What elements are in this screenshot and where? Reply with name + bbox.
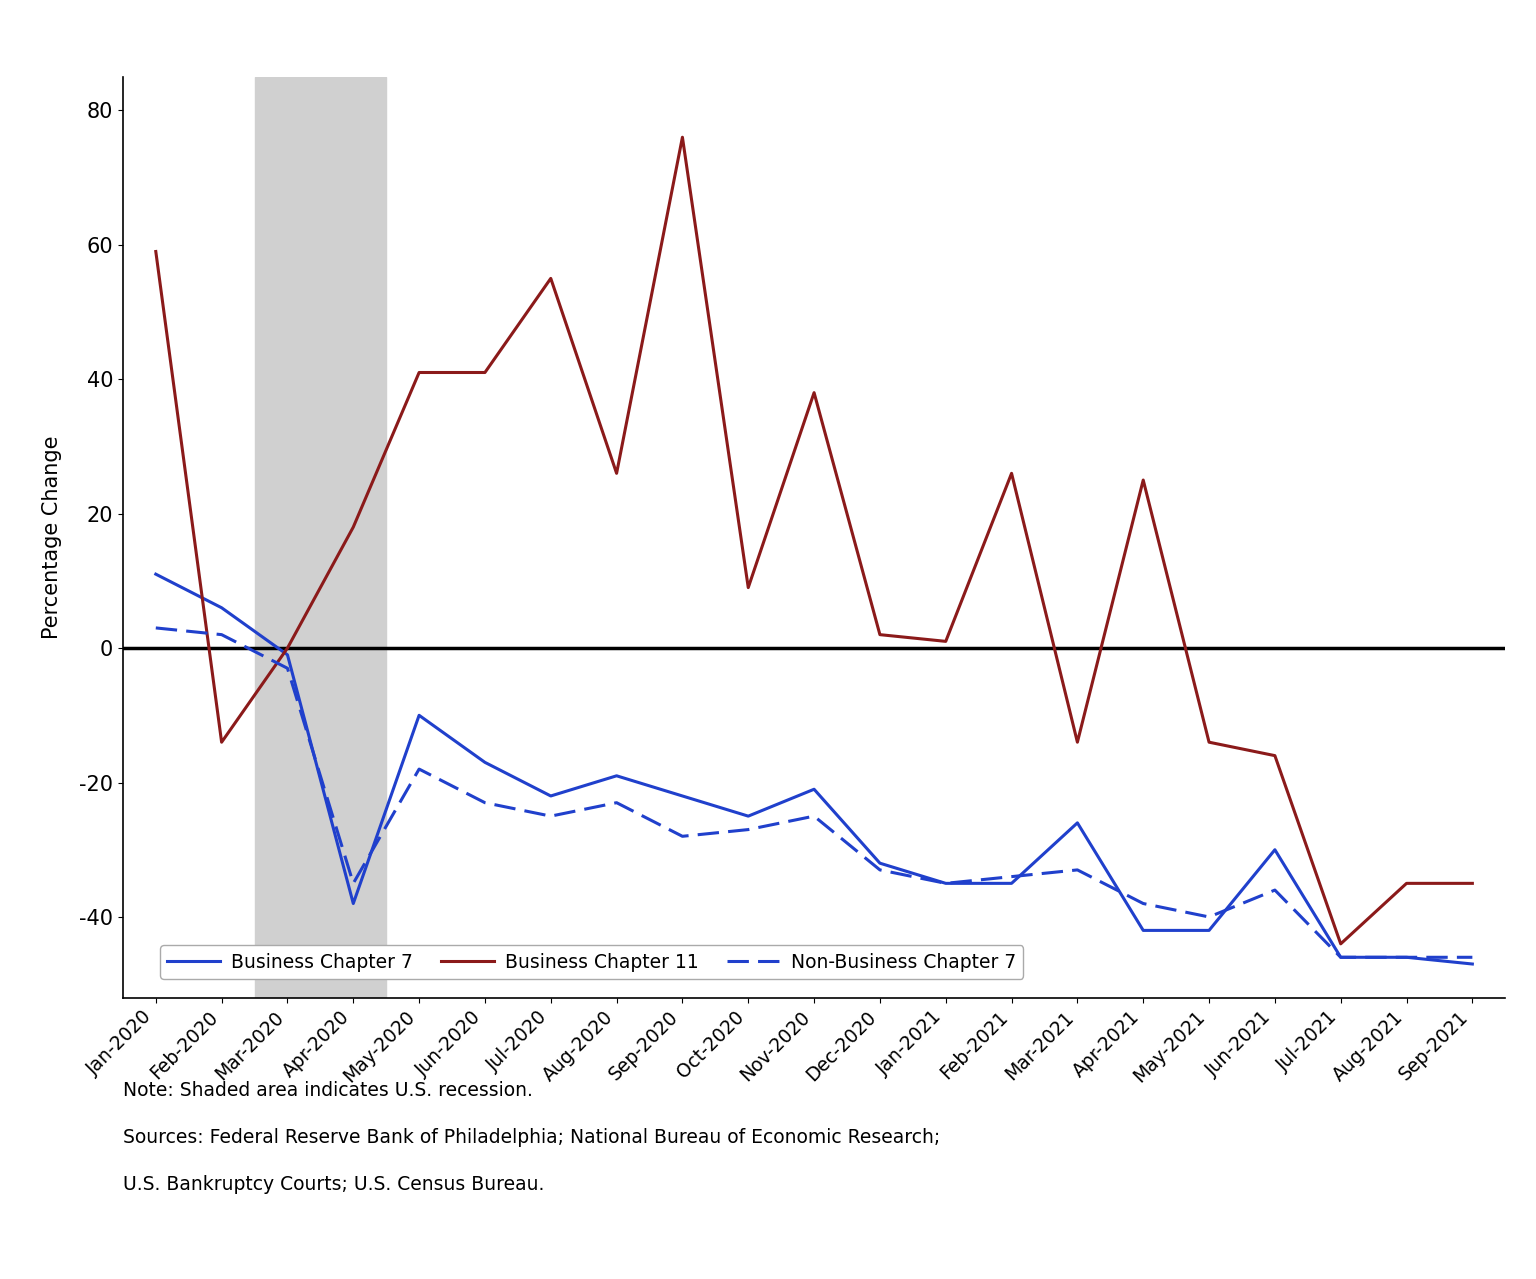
Non-Business Chapter 7 xyxy=(1464,949,1482,964)
Y-axis label: Percentage Change: Percentage Change xyxy=(43,435,63,640)
Non-Business Chapter 7 xyxy=(1134,895,1152,911)
Business Chapter 7 xyxy=(476,755,495,770)
Business Chapter 7 xyxy=(146,567,164,582)
Non-Business Chapter 7 xyxy=(1266,883,1284,898)
Non-Business Chapter 7 xyxy=(212,627,230,642)
Business Chapter 7 xyxy=(937,876,955,891)
Business Chapter 11 xyxy=(1398,876,1416,891)
Business Chapter 7 xyxy=(1003,876,1021,891)
Business Chapter 7 xyxy=(1068,815,1086,830)
Non-Business Chapter 7 xyxy=(1068,862,1086,877)
Business Chapter 11 xyxy=(1068,734,1086,749)
Business Chapter 11 xyxy=(212,734,230,749)
Business Chapter 11 xyxy=(871,627,889,642)
Business Chapter 11 xyxy=(805,385,823,400)
Text: Sources: Federal Reserve Bank of Philadelphia; National Bureau of Economic Resea: Sources: Federal Reserve Bank of Philade… xyxy=(123,1128,940,1147)
Business Chapter 11 xyxy=(146,244,164,260)
Business Chapter 11 xyxy=(937,633,955,648)
Business Chapter 7 xyxy=(1398,949,1416,964)
Business Chapter 11 xyxy=(1464,876,1482,891)
Business Chapter 11 xyxy=(1332,936,1350,952)
Business Chapter 7 xyxy=(1266,842,1284,857)
Business Chapter 11 xyxy=(607,466,625,481)
Business Chapter 7 xyxy=(805,781,823,797)
Line: Non-Business Chapter 7: Non-Business Chapter 7 xyxy=(155,628,1473,957)
Business Chapter 11 xyxy=(1266,748,1284,764)
Business Chapter 7 xyxy=(1464,957,1482,972)
Business Chapter 11 xyxy=(542,271,561,286)
Business Chapter 11 xyxy=(410,365,429,380)
Business Chapter 7 xyxy=(1200,922,1218,938)
Business Chapter 11 xyxy=(739,579,757,595)
Business Chapter 7 xyxy=(1134,922,1152,938)
Non-Business Chapter 7 xyxy=(1332,949,1350,964)
Business Chapter 7 xyxy=(673,788,691,803)
Business Chapter 7 xyxy=(739,808,757,824)
Non-Business Chapter 7 xyxy=(344,876,362,891)
Non-Business Chapter 7 xyxy=(542,808,561,824)
Non-Business Chapter 7 xyxy=(739,822,757,838)
Legend: Business Chapter 7, Business Chapter 11, Non-Business Chapter 7: Business Chapter 7, Business Chapter 11,… xyxy=(160,945,1023,978)
Business Chapter 11 xyxy=(476,365,495,380)
Non-Business Chapter 7 xyxy=(937,876,955,891)
Business Chapter 7 xyxy=(344,895,362,911)
Business Chapter 11 xyxy=(1134,472,1152,487)
Non-Business Chapter 7 xyxy=(476,796,495,811)
Non-Business Chapter 7 xyxy=(673,829,691,844)
Business Chapter 7 xyxy=(278,647,296,663)
Non-Business Chapter 7 xyxy=(805,808,823,824)
Business Chapter 7 xyxy=(410,707,429,723)
Business Chapter 11 xyxy=(1003,466,1021,481)
Bar xyxy=(255,77,386,998)
Non-Business Chapter 7 xyxy=(1003,868,1021,884)
Business Chapter 7 xyxy=(607,769,625,784)
Business Chapter 11 xyxy=(673,129,691,145)
Non-Business Chapter 7 xyxy=(410,761,429,776)
Business Chapter 7 xyxy=(542,788,561,803)
Business Chapter 7 xyxy=(1332,949,1350,964)
Non-Business Chapter 7 xyxy=(1200,909,1218,925)
Business Chapter 11 xyxy=(344,519,362,535)
Business Chapter 11 xyxy=(1200,734,1218,749)
Line: Business Chapter 7: Business Chapter 7 xyxy=(155,574,1473,964)
Non-Business Chapter 7 xyxy=(146,620,164,636)
Business Chapter 7 xyxy=(871,856,889,871)
Business Chapter 7 xyxy=(212,600,230,615)
Text: Note: Shaded area indicates U.S. recession.: Note: Shaded area indicates U.S. recessi… xyxy=(123,1081,533,1100)
Non-Business Chapter 7 xyxy=(278,660,296,675)
Text: U.S. Bankruptcy Courts; U.S. Census Bureau.: U.S. Bankruptcy Courts; U.S. Census Bure… xyxy=(123,1175,544,1195)
Business Chapter 11 xyxy=(278,641,296,656)
Non-Business Chapter 7 xyxy=(871,862,889,877)
Line: Business Chapter 11: Business Chapter 11 xyxy=(155,137,1473,944)
Non-Business Chapter 7 xyxy=(1398,949,1416,964)
Non-Business Chapter 7 xyxy=(607,796,625,811)
